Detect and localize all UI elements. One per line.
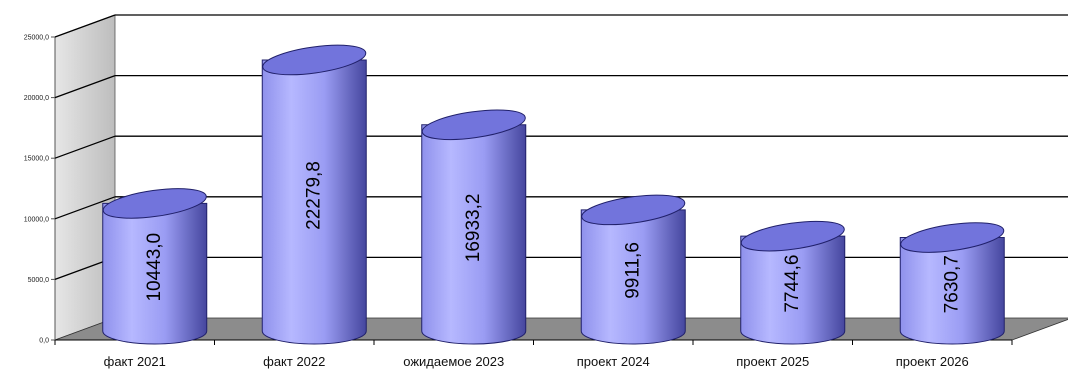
bar-1: 22279,8 — [261, 44, 367, 345]
bar-body — [740, 235, 846, 345]
bar-body — [899, 237, 1005, 345]
bar-top — [102, 188, 207, 219]
x-tick-label: ожидаемое 2023 — [403, 354, 504, 369]
bars: 10443,0 22279,8 16933,2 9911,6 7744,6 7630,7 — [102, 44, 1005, 345]
y-axis: 0,0 5000,0 10000,0 15000,0 20000,0 25000,0 — [24, 35, 55, 345]
data-label: 9911,6 — [623, 242, 644, 299]
x-tick-label: проект 2024 — [577, 354, 650, 369]
bar-top — [421, 109, 526, 141]
x-tick-label: проект 2026 — [896, 354, 969, 369]
bar-3: 9911,6 — [580, 194, 686, 345]
y-tick-label: 15000,0 — [24, 156, 49, 163]
bar-top — [740, 220, 845, 252]
y-tick-label: 10000,0 — [24, 216, 49, 223]
data-label: 22279,8 — [304, 161, 325, 230]
bar-top — [581, 194, 686, 226]
y-tick-label: 25000,0 — [24, 35, 49, 42]
x-tick-label: факт 2021 — [104, 354, 166, 369]
x-axis: факт 2021 факт 2022 ожидаемое 2023 проект 2… — [54, 340, 1013, 369]
bar-2: 16933,2 — [421, 109, 527, 345]
bar-top — [900, 222, 1005, 253]
y-tick-label: 20000,0 — [24, 95, 49, 102]
bar-4: 7744,6 — [740, 220, 846, 345]
gridline-side — [54, 74, 116, 99]
y-tick-label: 0,0 — [39, 338, 49, 345]
data-label: 7744,6 — [782, 255, 803, 313]
data-label: 10443,0 — [144, 233, 165, 302]
data-label: 7630,7 — [942, 255, 963, 313]
gridline-side — [54, 14, 116, 38]
x-tick-label: проект 2025 — [736, 354, 809, 369]
data-label: 16933,2 — [463, 194, 484, 263]
bar-body — [421, 124, 527, 345]
bar-top — [262, 44, 367, 76]
gridline-side — [54, 135, 116, 159]
bar-0: 10443,0 — [102, 188, 208, 345]
bar-5: 7630,7 — [899, 222, 1005, 345]
bar-body — [102, 202, 208, 345]
x-tick-label: факт 2022 — [263, 354, 325, 369]
gridline-side — [54, 196, 116, 220]
bar-body — [261, 59, 367, 345]
bar-body — [580, 209, 686, 345]
y-tick-label: 5000,0 — [28, 277, 50, 284]
